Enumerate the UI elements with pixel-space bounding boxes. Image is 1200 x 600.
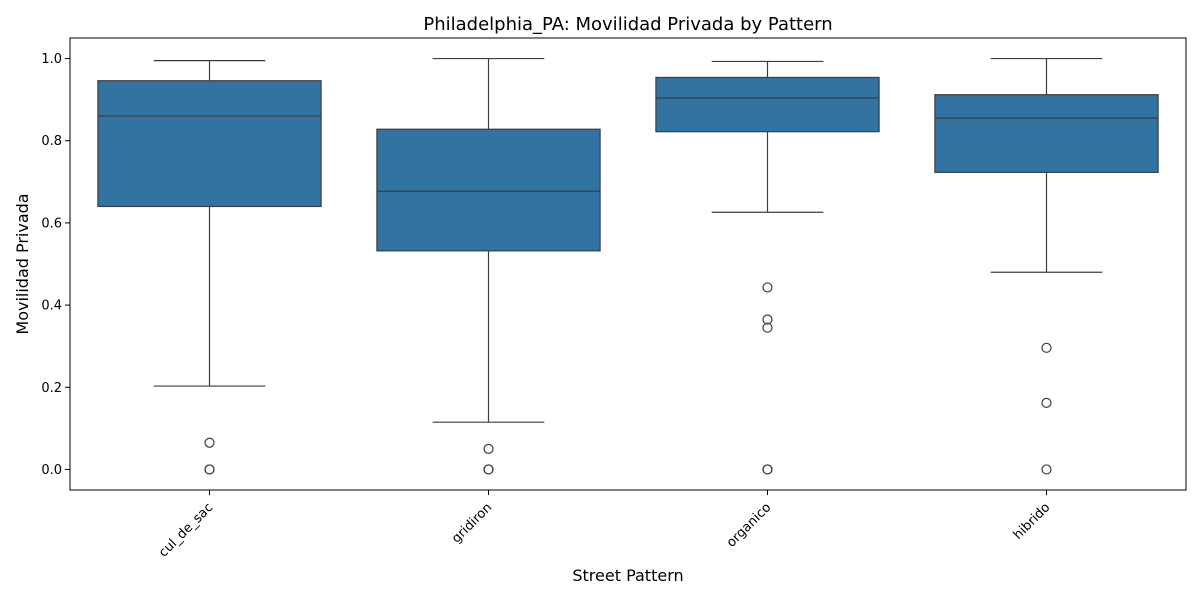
- chart-title: Philadelphia_PA: Movilidad Privada by Pa…: [423, 14, 832, 35]
- outlier-point: [762, 282, 773, 293]
- box-cul_de_sac: [97, 80, 322, 208]
- box-gridiron: [376, 128, 601, 252]
- y-tick-label: 0.2: [41, 381, 62, 396]
- outlier-point: [1041, 464, 1052, 475]
- x-tick-label: hibrido: [1011, 500, 1054, 543]
- y-tick-label: 0.4: [41, 299, 62, 314]
- y-axis-label: Movilidad Privada: [13, 193, 32, 334]
- outlier-point: [762, 322, 773, 333]
- y-tick-label: 1.0: [41, 52, 62, 67]
- box-organico: [655, 76, 880, 133]
- y-tick-label: 0.0: [41, 463, 62, 478]
- x-tick-label: organico: [724, 500, 774, 550]
- x-axis-label: Street Pattern: [572, 566, 683, 585]
- y-tick-label: 0.8: [41, 134, 62, 149]
- outlier-point: [204, 464, 215, 475]
- outlier-point: [1041, 342, 1052, 353]
- outlier-point: [762, 314, 773, 325]
- outlier-point: [204, 437, 215, 448]
- x-tick-label: cul_de_sac: [156, 500, 216, 560]
- outlier-point: [483, 443, 494, 455]
- outlier-point: [483, 464, 494, 475]
- plot-frame: [69, 37, 1187, 491]
- y-tick-label: 0.6: [41, 216, 62, 231]
- outlier-point: [762, 464, 773, 475]
- x-tick-label: gridiron: [449, 500, 495, 546]
- box-hibrido: [934, 94, 1159, 173]
- outlier-point: [1041, 397, 1052, 408]
- plot-area: 0.0 0.2 0.4 0.6 0.8 1.0 cul_de_sac gridiron orga…: [41, 52, 1159, 560]
